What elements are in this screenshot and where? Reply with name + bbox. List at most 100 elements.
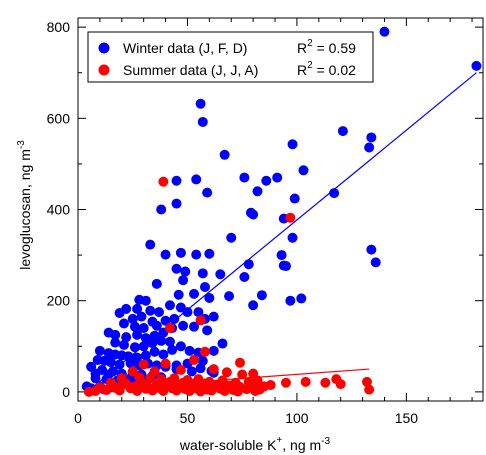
winter-point bbox=[156, 335, 167, 346]
winter-point bbox=[103, 369, 114, 380]
winter-point bbox=[189, 321, 200, 332]
summer-point bbox=[300, 376, 311, 387]
summer-point bbox=[241, 384, 252, 395]
winter-point bbox=[204, 248, 215, 259]
legend-label-winter: Winter data (J, F, D) bbox=[123, 40, 247, 56]
summer-point bbox=[178, 377, 189, 388]
winter-point bbox=[154, 307, 164, 318]
x-tick-label: 100 bbox=[285, 410, 309, 426]
winter-point bbox=[204, 292, 215, 303]
winter-point bbox=[226, 232, 237, 243]
winter-point bbox=[125, 358, 136, 369]
summer-point bbox=[252, 375, 263, 386]
summer-point bbox=[204, 382, 215, 393]
summer-point bbox=[101, 385, 112, 396]
summer-point bbox=[364, 384, 375, 395]
winter-point bbox=[132, 329, 143, 340]
summer-point bbox=[235, 357, 245, 368]
winter-point bbox=[129, 342, 140, 353]
summer-point bbox=[335, 379, 346, 390]
winter-point bbox=[219, 149, 230, 160]
winter-point bbox=[248, 300, 259, 311]
winter-point bbox=[175, 341, 186, 352]
summer-point bbox=[195, 315, 206, 326]
winter-point bbox=[245, 207, 256, 218]
winter-point bbox=[167, 344, 178, 355]
winter-point bbox=[118, 318, 129, 329]
winter-point bbox=[366, 244, 377, 255]
summer-point bbox=[195, 386, 206, 397]
winter-point bbox=[287, 232, 298, 243]
winter-point bbox=[110, 337, 121, 348]
summer-point bbox=[164, 323, 175, 334]
winter-point bbox=[239, 271, 250, 282]
winter-point bbox=[298, 165, 309, 176]
winter-point bbox=[132, 303, 143, 314]
y-tick-label: 200 bbox=[47, 293, 71, 309]
legend-r2-winter: R2 = 0.59 bbox=[297, 38, 356, 56]
winter-point bbox=[243, 259, 254, 270]
legend-box bbox=[87, 31, 374, 83]
winter-point bbox=[280, 261, 291, 272]
winter-point bbox=[145, 239, 156, 250]
winter-point bbox=[132, 352, 143, 363]
winter-point bbox=[256, 290, 267, 301]
winter-point bbox=[118, 339, 129, 350]
winter-point bbox=[202, 325, 213, 336]
summer-point bbox=[138, 359, 149, 370]
winter-point bbox=[156, 204, 167, 215]
winter-point bbox=[158, 349, 169, 360]
winter-point bbox=[364, 142, 375, 153]
winter-point bbox=[151, 320, 162, 331]
winter-point bbox=[208, 311, 219, 322]
winter-point bbox=[276, 250, 287, 261]
winter-point bbox=[285, 295, 296, 306]
summer-point bbox=[158, 176, 169, 187]
winter-point bbox=[173, 289, 184, 300]
summer-point bbox=[83, 386, 94, 397]
data-points bbox=[81, 26, 482, 397]
summer-point bbox=[189, 378, 200, 389]
winter-point bbox=[191, 174, 202, 185]
summer-point bbox=[361, 376, 372, 387]
summer-point bbox=[184, 385, 195, 396]
winter-point bbox=[189, 288, 200, 299]
summer-point bbox=[217, 377, 228, 388]
summer-point bbox=[237, 369, 248, 380]
summer-point bbox=[320, 377, 331, 388]
winter-point bbox=[197, 268, 208, 279]
summer-point bbox=[160, 358, 171, 369]
summer-point bbox=[226, 382, 237, 393]
winter-point bbox=[169, 313, 180, 324]
summer-point bbox=[116, 380, 127, 391]
summer-point bbox=[156, 377, 167, 388]
winter-point bbox=[180, 266, 191, 277]
legend-r2-summer: R2 = 0.02 bbox=[297, 60, 356, 78]
winter-point bbox=[289, 193, 300, 204]
winter-point bbox=[261, 175, 272, 186]
summer-point bbox=[175, 364, 186, 375]
winter-point bbox=[160, 315, 171, 326]
summer-point bbox=[208, 364, 219, 375]
winter-point bbox=[296, 293, 307, 304]
winter-point bbox=[193, 307, 204, 318]
y-tick-label: 800 bbox=[47, 19, 71, 35]
winter-point bbox=[171, 198, 182, 209]
winter-point bbox=[94, 345, 105, 356]
winter-point bbox=[127, 313, 138, 324]
summer-point bbox=[143, 382, 154, 393]
winter-point bbox=[138, 323, 149, 334]
summer-point bbox=[265, 380, 276, 391]
summer-point bbox=[145, 373, 156, 384]
summer-point bbox=[250, 385, 261, 396]
x-axis: 0 50 100 150 bbox=[74, 18, 473, 426]
winter-point bbox=[287, 139, 298, 150]
y-tick-label: 400 bbox=[47, 202, 71, 218]
winter-point bbox=[138, 341, 149, 352]
winter-point bbox=[164, 336, 175, 347]
winter-point bbox=[160, 249, 171, 260]
summer-point bbox=[285, 212, 296, 223]
legend-label-summer: Summer data (J, J, A) bbox=[123, 62, 258, 78]
winter-point bbox=[199, 282, 210, 293]
